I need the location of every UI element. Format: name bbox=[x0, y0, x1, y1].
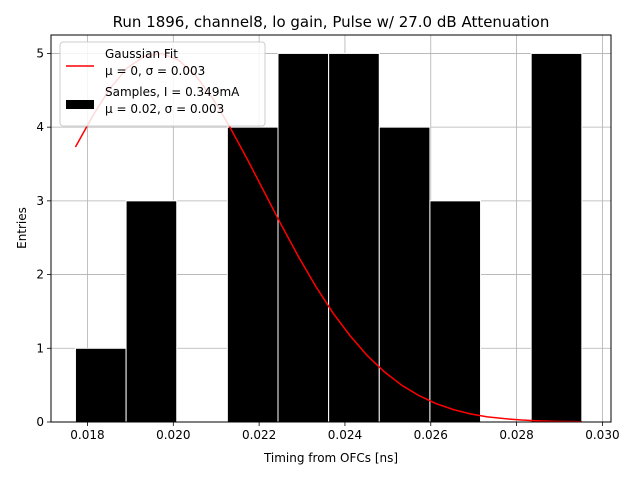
histogram-bar-7 bbox=[429, 200, 482, 423]
y-tick-label: 5 bbox=[36, 46, 44, 60]
histogram-bars bbox=[74, 52, 583, 423]
histogram-bar-6 bbox=[378, 126, 431, 423]
histogram-bar-5 bbox=[328, 52, 380, 423]
chart-title: Run 1896, channel8, lo gain, Pulse w/ 27… bbox=[113, 13, 550, 31]
y-tick-label: 1 bbox=[36, 341, 44, 355]
histogram-bar-9 bbox=[530, 52, 583, 423]
x-tick-label: 0.022 bbox=[242, 428, 276, 442]
legend-label: Gaussian Fit bbox=[105, 47, 178, 61]
y-axis-label: Entries bbox=[15, 207, 29, 249]
legend-stats: μ = 0, σ = 0.003 bbox=[105, 64, 205, 78]
x-tick-label: 0.028 bbox=[499, 428, 533, 442]
y-tick-label: 4 bbox=[36, 120, 44, 134]
legend-label: Samples, I = 0.349mA bbox=[105, 85, 240, 99]
x-axis-ticks: 0.018 0.020 0.022 0.024 0.026 0.028 0.030 bbox=[70, 422, 620, 442]
y-tick-label: 0 bbox=[36, 415, 44, 429]
x-axis-label: Timing from OFCs [ns] bbox=[263, 451, 398, 465]
y-tick-label: 3 bbox=[36, 194, 44, 208]
x-tick-label: 0.024 bbox=[328, 428, 362, 442]
legend-box bbox=[59, 41, 266, 127]
legend-stats: μ = 0.02, σ = 0.003 bbox=[105, 102, 224, 116]
legend-samples-swatch bbox=[66, 100, 94, 109]
histogram-bar-3 bbox=[226, 126, 279, 423]
plot-frame bbox=[50, 34, 612, 423]
histogram-bar-0 bbox=[74, 347, 127, 423]
y-axis-ticks: 0 1 2 3 4 5 bbox=[36, 46, 51, 429]
histogram-bar-4 bbox=[277, 52, 330, 423]
x-tick-label: 0.030 bbox=[585, 428, 619, 442]
x-tick-label: 0.018 bbox=[70, 428, 104, 442]
x-tick-label: 0.026 bbox=[414, 428, 448, 442]
y-tick-label: 2 bbox=[36, 268, 44, 282]
histogram-bar-1 bbox=[125, 200, 178, 423]
x-tick-label: 0.020 bbox=[156, 428, 190, 442]
legend: Gaussian Fit μ = 0, σ = 0.003 Samples, I =… bbox=[59, 41, 266, 127]
